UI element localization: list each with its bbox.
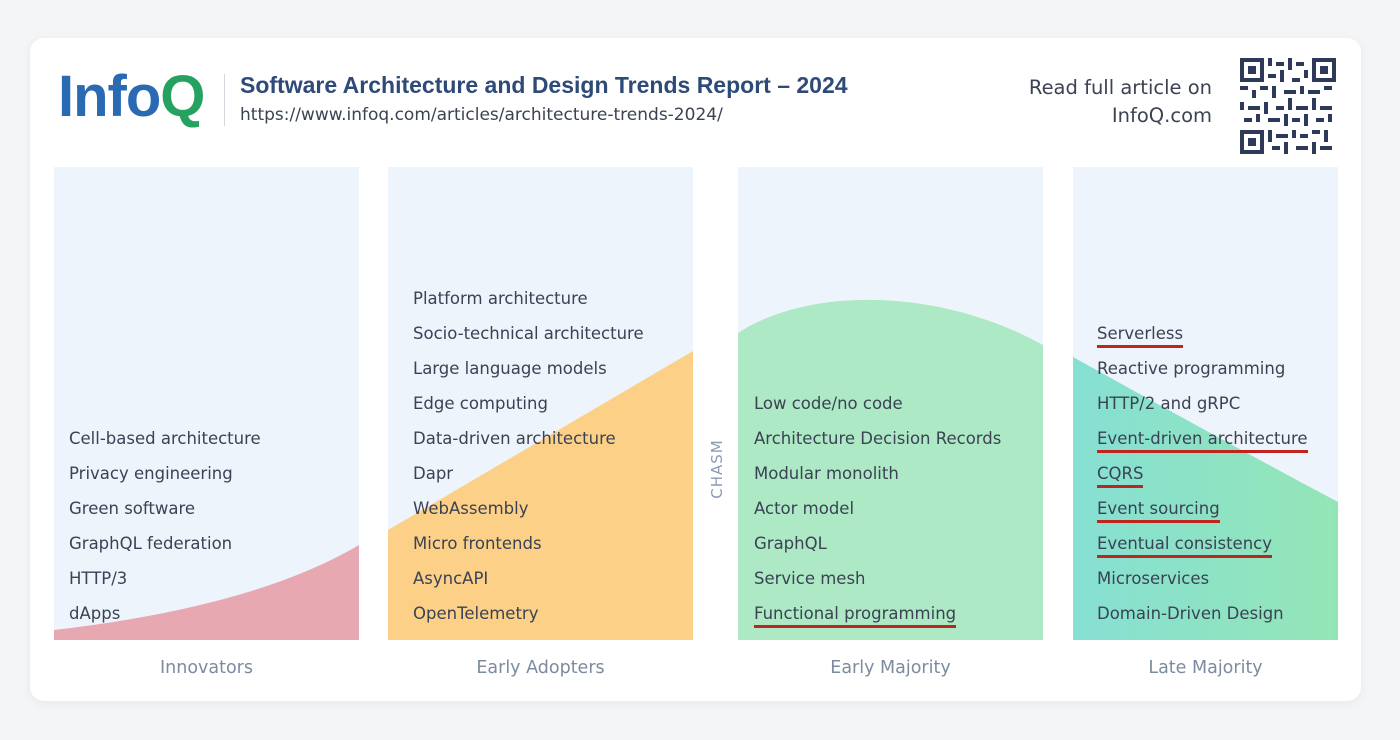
item-event-driven-architecture: Event-driven architecture (1097, 429, 1308, 453)
item-webassembly: WebAssembly (413, 499, 529, 518)
column-early-majority: Low code/no code Architecture Decision R… (738, 167, 1043, 640)
innovators-curve (54, 545, 359, 640)
article-url[interactable]: https://www.infoq.com/articles/architect… (240, 105, 723, 125)
qr-code-icon[interactable] (1238, 56, 1338, 156)
logo-info-text: Info (58, 64, 161, 129)
label-innovators: Innovators (159, 658, 253, 678)
item-opentelemetry: OpenTelemetry (413, 604, 539, 623)
item-actor-model: Actor model (754, 499, 855, 518)
column-innovators: Cell-based architecture Privacy engineer… (54, 167, 359, 640)
report-title: Software Architecture and Design Trends … (240, 72, 848, 98)
item-green-software: Green software (69, 499, 196, 518)
chasm-label: CHASM (708, 439, 726, 499)
item-edge-computing: Edge computing (413, 394, 548, 413)
read-line-1: Read full article on (1028, 76, 1212, 99)
label-late-majority: Late Majority (1148, 658, 1263, 678)
item-http2-grpc: HTTP/2 and gRPC (1097, 394, 1241, 413)
read-full-article[interactable]: Read full article on InfoQ.com (1029, 74, 1212, 130)
item-modular-monolith: Modular monolith (754, 464, 899, 483)
column-early-adopters: Platform architecture Socio-technical ar… (388, 167, 693, 640)
early-majority-curve (738, 299, 1043, 640)
label-early-adopters: Early Adopters (476, 658, 605, 678)
item-graphql: GraphQL (754, 534, 827, 553)
item-architecture-decision-records: Architecture Decision Records (754, 429, 1002, 448)
item-event-sourcing: Event sourcing (1097, 499, 1220, 523)
label-early-majority: Early Majority (830, 658, 951, 678)
item-microservices: Microservices (1097, 569, 1210, 588)
item-serverless: Serverless (1097, 324, 1184, 348)
item-service-mesh: Service mesh (754, 569, 866, 588)
late-majority-curve (1073, 357, 1338, 640)
column-late-majority: Serverless Reactive programming HTTP/2 a… (1073, 167, 1338, 640)
item-cqrs: CQRS (1097, 464, 1144, 488)
item-platform-architecture: Platform architecture (413, 289, 588, 308)
item-socio-technical-architecture: Socio-technical architecture (413, 324, 644, 343)
header-divider (224, 74, 225, 126)
item-eventual-consistency: Eventual consistency (1097, 534, 1272, 558)
infoq-logo[interactable]: InfoQ (58, 68, 205, 126)
item-dapps: dApps (69, 604, 121, 623)
logo-q-text: Q (160, 64, 205, 129)
item-graphql-federation: GraphQL federation (69, 534, 233, 553)
item-micro-frontends: Micro frontends (413, 534, 542, 553)
item-privacy-engineering: Privacy engineering (69, 464, 233, 483)
item-http3: HTTP/3 (69, 569, 128, 588)
item-domain-driven-design: Domain-Driven Design (1097, 604, 1284, 623)
read-line-2: InfoQ.com (1111, 104, 1212, 127)
item-cell-based-architecture: Cell-based architecture (69, 429, 261, 448)
item-reactive-programming: Reactive programming (1097, 359, 1286, 378)
item-large-language-models: Large language models (413, 359, 607, 378)
early-adopters-curve (388, 351, 693, 640)
item-low-code-no-code: Low code/no code (754, 394, 903, 413)
item-data-driven-architecture: Data-driven architecture (413, 429, 616, 448)
item-functional-programming: Functional programming (754, 604, 957, 628)
item-asyncapi: AsyncAPI (413, 569, 489, 588)
item-dapr: Dapr (413, 464, 454, 483)
